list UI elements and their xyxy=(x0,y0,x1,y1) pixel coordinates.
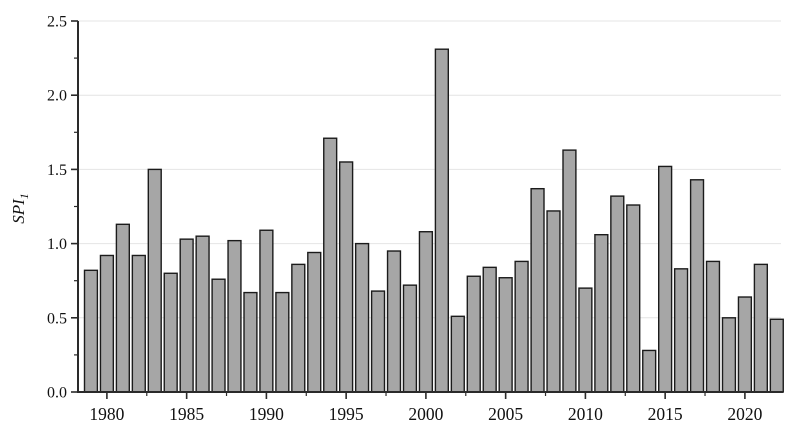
bar-1987 xyxy=(211,278,226,393)
bar-2011 xyxy=(594,233,609,393)
bar-2009 xyxy=(562,149,577,393)
y-tick-label: 0.0 xyxy=(47,385,67,402)
bar-2013 xyxy=(626,204,641,393)
bar-1983 xyxy=(147,168,162,393)
bar-1993 xyxy=(307,251,322,393)
bar-1988 xyxy=(227,239,242,393)
x-tick-label: 2020 xyxy=(727,404,762,424)
x-tick-label: 1995 xyxy=(329,404,364,424)
bar-2018 xyxy=(705,260,721,393)
y-axis-title: SPI1 xyxy=(9,193,31,224)
bar-1989 xyxy=(243,291,258,393)
y-tick-label: 2.5 xyxy=(47,14,67,31)
bar-1999 xyxy=(402,284,418,393)
y-tick-label: 1.5 xyxy=(47,162,67,179)
x-tick-label: 2015 xyxy=(648,404,683,424)
bar-2014 xyxy=(642,349,657,393)
y-tick-label: 2.0 xyxy=(47,88,67,105)
bar-1997 xyxy=(370,290,386,393)
bar-2017 xyxy=(689,179,705,393)
bar-1992 xyxy=(291,263,306,393)
bar-2010 xyxy=(578,287,593,393)
bar-2015 xyxy=(658,165,673,393)
bar-1991 xyxy=(275,291,290,393)
x-tick-label: 1985 xyxy=(169,404,204,424)
bar-2007 xyxy=(530,187,545,393)
bar-1998 xyxy=(386,250,402,393)
bar-1981 xyxy=(115,223,131,393)
bar-2016 xyxy=(673,268,689,393)
bar-1986 xyxy=(195,235,210,393)
y-tick-label: 1.0 xyxy=(47,236,67,253)
x-tick-label: 2000 xyxy=(408,404,443,424)
bar-1980 xyxy=(99,254,115,393)
x-tick-label: 1990 xyxy=(249,404,284,424)
bar-2005 xyxy=(498,277,513,393)
y-tick-label: 0.5 xyxy=(47,310,67,327)
x-tick-label: 2010 xyxy=(568,404,603,424)
bar-2022 xyxy=(769,318,784,393)
bar-2001 xyxy=(434,48,449,393)
bar-1984 xyxy=(163,272,178,393)
bar-1996 xyxy=(354,242,370,393)
bar-1982 xyxy=(131,254,146,393)
bar-2021 xyxy=(753,263,769,393)
x-tick-label: 2005 xyxy=(488,404,523,424)
bar-2003 xyxy=(466,275,481,393)
bar-2020 xyxy=(737,296,753,393)
bar-1979 xyxy=(83,269,99,393)
bar-1990 xyxy=(259,229,274,393)
bar-1994 xyxy=(323,137,338,393)
bar-1985 xyxy=(179,238,194,393)
x-tick-label: 1980 xyxy=(89,404,124,424)
bar-2002 xyxy=(450,315,465,393)
bar-2019 xyxy=(721,317,737,393)
bar-1995 xyxy=(339,161,354,393)
bar-2008 xyxy=(546,210,561,393)
bar-2004 xyxy=(482,266,497,393)
bar-2012 xyxy=(610,195,625,393)
bar-2006 xyxy=(514,260,529,393)
bar-2000 xyxy=(418,231,434,393)
